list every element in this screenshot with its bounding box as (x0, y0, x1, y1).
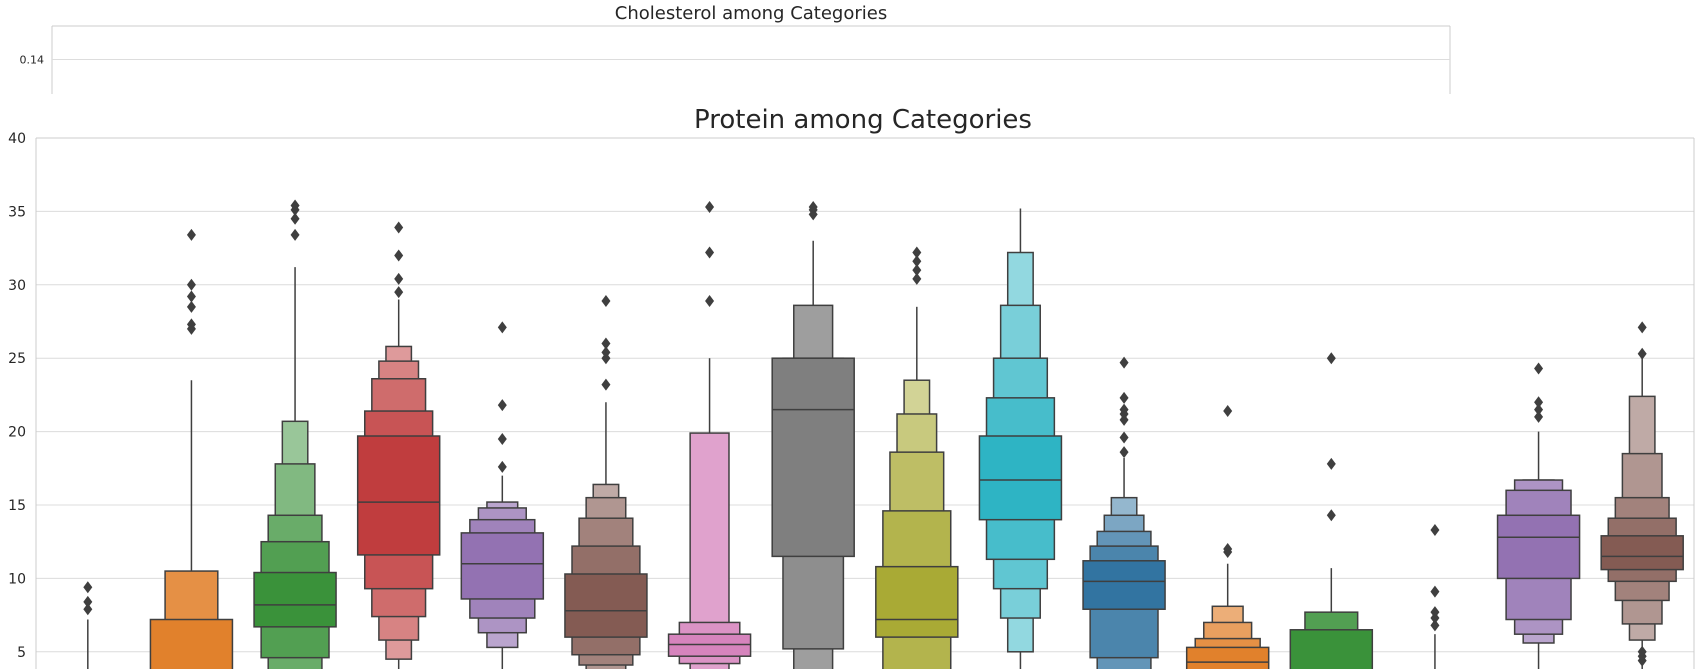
boxen-group (83, 581, 93, 669)
boxen-outlier (601, 294, 611, 307)
boxen-box (1185, 646, 1270, 669)
boxen-box (1600, 535, 1684, 571)
boxen-group (149, 228, 234, 669)
boxen-group (667, 200, 752, 669)
boxen-outlier (1326, 352, 1336, 365)
boxen-outlier (186, 300, 196, 313)
boxen-outlier (601, 346, 611, 359)
boxen-box (1496, 514, 1581, 580)
boxen-outlier (1534, 362, 1544, 375)
boxen-outlier (394, 272, 404, 285)
boxen-outlier (290, 212, 300, 225)
boxen-group (564, 294, 648, 669)
protein-ytick-label: 5 (17, 645, 26, 661)
boxen-outlier (601, 378, 611, 391)
protein-ytick-label: 15 (8, 498, 26, 514)
boxen-outlier (1119, 356, 1129, 369)
boxen-outlier (1534, 410, 1544, 423)
boxen-outlier (1534, 403, 1544, 416)
boxen-outlier (186, 278, 196, 291)
boxen-outlier (705, 294, 715, 307)
boxen-outlier (1223, 543, 1233, 556)
boxen-outlier (912, 246, 922, 259)
protein-ytick-label: 25 (8, 351, 26, 367)
cholesterol-chart-title: Cholesterol among Categories (615, 3, 887, 24)
boxen-outlier (394, 221, 404, 234)
protein-ytick-label: 30 (8, 278, 26, 294)
boxen-group (1496, 362, 1581, 669)
boxen-outlier (394, 249, 404, 262)
boxen-outlier (83, 581, 93, 594)
boxen-box (460, 532, 545, 600)
boxen-outlier (1119, 431, 1129, 444)
boxen-group (1185, 405, 1270, 669)
boxen-group (356, 221, 441, 669)
boxen-box (149, 618, 234, 669)
boxen-outlier (1430, 606, 1440, 619)
boxen-outlier (1223, 405, 1233, 418)
boxen-box (1289, 629, 1374, 669)
boxen-group (875, 246, 959, 669)
cholesterol-plot-area (52, 26, 1450, 106)
boxen-outlier (705, 246, 715, 259)
boxen-box (356, 435, 441, 556)
boxen-group (1082, 356, 1166, 669)
boxen-outlier (1637, 321, 1647, 334)
protein-chart-panel: 5 10 15 20 25 30 35 40 (8, 131, 1695, 669)
boxen-outlier (290, 199, 300, 212)
boxen-outlier (290, 228, 300, 241)
boxen-outlier (1326, 457, 1336, 470)
boxen-outlier (912, 255, 922, 268)
cholesterol-chart-panel: 0.14 (20, 25, 1451, 106)
boxen-box (253, 571, 337, 628)
boxen-group (1430, 523, 1440, 669)
boxen-outlier (601, 337, 611, 350)
boxen-box (978, 435, 1063, 521)
boxen-outlier (1430, 619, 1440, 632)
boxen-outlier (808, 200, 818, 213)
boxen-outlier (497, 399, 507, 412)
protein-ytick-label: 35 (8, 204, 26, 220)
boxen-group (1600, 321, 1684, 669)
boxen-outlier (186, 290, 196, 303)
boxen-group (978, 208, 1063, 669)
boxen-box (564, 573, 648, 638)
boxen-outlier (1119, 391, 1129, 404)
boxen-outlier (1637, 645, 1647, 658)
boxen-box (771, 357, 855, 558)
boxen-outlier (1119, 403, 1129, 416)
boxen-outlier (705, 200, 715, 213)
protein-ytick-label: 40 (8, 131, 26, 147)
boxen-outlier (497, 460, 507, 473)
boxen-box (1082, 560, 1166, 610)
boxen-outlier (912, 272, 922, 285)
boxen-group (771, 200, 855, 669)
boxen-outlier (394, 286, 404, 299)
boxen-outlier (1430, 585, 1440, 598)
boxen-outlier (912, 264, 922, 277)
protein-ytick-label: 10 (8, 571, 26, 587)
boxen-outlier (1430, 523, 1440, 536)
boxen-outlier (186, 228, 196, 241)
boxen-outlier (83, 595, 93, 608)
boxen-group (460, 321, 545, 669)
protein-ytick-label: 20 (8, 425, 26, 441)
boxen-outlier (1326, 509, 1336, 522)
boxen-outlier (1637, 347, 1647, 360)
cholesterol-ytick-label: 0.14 (20, 54, 45, 67)
boxen-outlier (186, 318, 196, 331)
boxen-outlier (497, 432, 507, 445)
boxen-outlier (83, 603, 93, 616)
protein-chart-title: Protein among Categories (694, 105, 1032, 135)
boxen-group (253, 199, 337, 669)
boxen-outlier (497, 321, 507, 334)
boxen-group (1289, 352, 1374, 669)
boxen-box (875, 565, 959, 638)
boxen-outlier (1534, 396, 1544, 409)
boxen-outlier (1119, 446, 1129, 459)
